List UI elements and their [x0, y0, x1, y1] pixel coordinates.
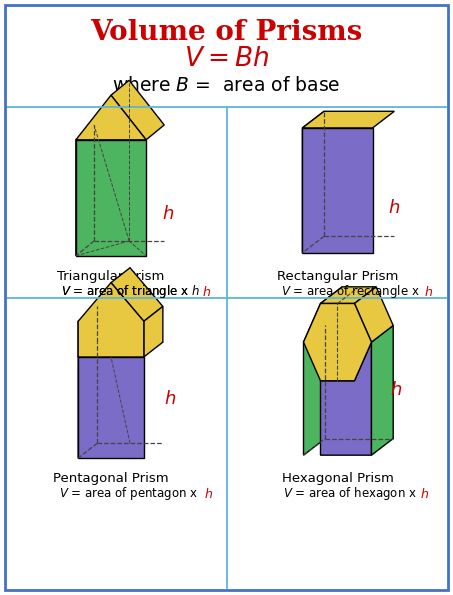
Polygon shape	[304, 287, 342, 342]
Polygon shape	[303, 128, 373, 253]
Polygon shape	[354, 287, 393, 342]
Polygon shape	[321, 287, 376, 303]
Polygon shape	[78, 342, 97, 458]
Polygon shape	[303, 111, 394, 128]
Text: Triangular Prism: Triangular Prism	[57, 270, 165, 283]
Polygon shape	[321, 342, 371, 455]
Polygon shape	[111, 268, 163, 321]
Text: $V$ = area of triangle x: $V$ = area of triangle x	[61, 283, 190, 300]
Polygon shape	[304, 303, 371, 381]
Text: Pentagonal Prism: Pentagonal Prism	[53, 472, 169, 486]
Text: $V$ = area of pentagon x: $V$ = area of pentagon x	[59, 486, 198, 502]
Polygon shape	[144, 306, 163, 357]
Polygon shape	[78, 357, 144, 458]
Polygon shape	[304, 325, 325, 455]
Text: $\mathit{h}$: $\mathit{h}$	[388, 199, 400, 217]
Polygon shape	[303, 111, 324, 253]
Text: $V$ = area of rectangle x: $V$ = area of rectangle x	[281, 283, 420, 300]
Polygon shape	[76, 95, 146, 140]
Text: $\mathit{h}$: $\mathit{h}$	[162, 205, 173, 223]
Text: $\mathit{V} = \mathit{Bh}$: $\mathit{V} = \mathit{Bh}$	[184, 46, 269, 73]
Text: $\mathit{h}$: $\mathit{h}$	[390, 381, 402, 399]
Polygon shape	[371, 325, 393, 455]
Polygon shape	[76, 125, 94, 256]
Text: $\mathit{h}$: $\mathit{h}$	[202, 284, 211, 299]
Text: where $\mathit{B}$ =  area of base: where $\mathit{B}$ = area of base	[112, 76, 341, 95]
Polygon shape	[78, 306, 97, 357]
Text: $\mathit{h}$: $\mathit{h}$	[204, 487, 213, 501]
Text: $\mathit{h}$: $\mathit{h}$	[424, 284, 433, 299]
Polygon shape	[111, 80, 164, 140]
Text: Rectangular Prism: Rectangular Prism	[277, 270, 398, 283]
Text: $V$ = area of triangle x $\mathit{h}$: $V$ = area of triangle x $\mathit{h}$	[61, 283, 200, 300]
Polygon shape	[76, 140, 146, 256]
Text: Volume of Prisms: Volume of Prisms	[91, 19, 362, 46]
Text: $\mathit{h}$: $\mathit{h}$	[420, 487, 429, 501]
Text: $V$ = area of hexagon x: $V$ = area of hexagon x	[283, 486, 417, 502]
Text: Hexagonal Prism: Hexagonal Prism	[282, 472, 393, 486]
Polygon shape	[78, 283, 144, 357]
Text: $\mathit{h}$: $\mathit{h}$	[164, 390, 176, 408]
